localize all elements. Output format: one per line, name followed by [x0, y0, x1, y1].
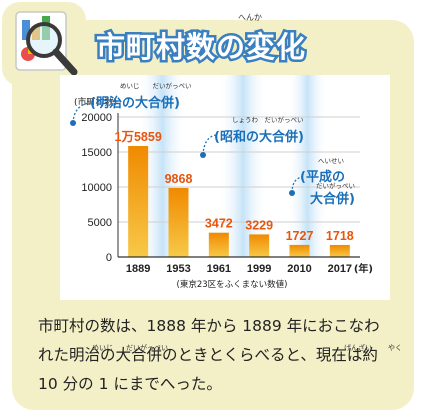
data-label: 3229 — [245, 218, 273, 232]
annotation-ruby: めいじ だいがっぺい — [120, 81, 192, 90]
bar-chart: 0 5000 10000 15000 20000 (市町村数) 1万5859 1889 986… — [70, 75, 373, 290]
x-tick-label: 2010 — [287, 263, 311, 275]
caption-line-2: めいじ だいがっぺい げんざい やく れた明治の大合併のときとくらべると、現在は… — [38, 341, 414, 370]
x-tick-label: 1961 — [207, 263, 231, 275]
era-band-2 — [218, 75, 268, 257]
bar — [289, 244, 310, 257]
page-title: へんか 市町村数の変化 — [93, 13, 307, 67]
magnifier-icon — [15, 11, 78, 76]
data-label: 9868 — [165, 172, 193, 186]
ruby-yaku: やく — [388, 344, 402, 352]
chart-area: 0 5000 10000 15000 20000 (市町村数) 1万5859 1889 986… — [60, 75, 390, 300]
y-tick-label: 15000 — [81, 147, 112, 159]
x-tick-label: 1953 — [166, 263, 190, 275]
x-tick-label: 1999 — [247, 263, 271, 275]
bar — [168, 187, 189, 257]
data-label: 3472 — [205, 217, 233, 231]
annotation-meiji: (明治の大合併) — [90, 95, 180, 111]
annotation-heisei-1: (平成の — [300, 169, 345, 185]
annotation-showa: (昭和の大合併) — [214, 129, 304, 145]
ruby-meiji: めいじ — [92, 344, 113, 352]
bar — [128, 145, 149, 257]
x-tick-label: 2017 — [328, 263, 352, 275]
page-title-text: 市町村数の変化 — [93, 28, 307, 67]
bar — [208, 232, 229, 257]
caption-line-1: 市町村の数は、1888 年から 1889 年におこなわ — [38, 317, 380, 335]
data-label: 1718 — [326, 229, 354, 243]
ruby-genzai: げんざい — [344, 344, 372, 352]
bar — [329, 244, 350, 257]
y-tick-label: 0 — [106, 252, 112, 264]
ruby-daigappei: だいがっぺい — [126, 344, 168, 352]
annotation-heisei-2: 大合併) — [310, 191, 355, 207]
title-ruby: へんか — [238, 13, 262, 22]
data-label: 1万5859 — [115, 130, 162, 144]
annotation-leader — [202, 134, 217, 156]
y-tick-label: 10000 — [81, 182, 112, 194]
y-axis-label: (市町村数) — [74, 96, 117, 108]
era-band-3 — [287, 75, 328, 257]
x-tick-label: 1889 — [126, 263, 150, 275]
annotation-ruby: だいがっぺい — [316, 181, 355, 190]
annotation-ruby: へいせい — [318, 157, 344, 165]
chart-note: (東京23区をふくまない数値) — [177, 279, 288, 290]
x-unit-label: (年) — [354, 262, 373, 275]
chart-magnifier-icon — [2, 2, 86, 86]
annotation-ruby: しょうわ だいがっぺい — [232, 115, 304, 124]
bar — [249, 234, 270, 257]
data-label: 1727 — [286, 229, 314, 243]
y-tick-label: 5000 — [88, 217, 112, 229]
y-tick-label: 20000 — [81, 112, 112, 124]
caption: 市町村の数は、1888 年から 1889 年におこなわ めいじ だいがっぺい げ… — [38, 312, 414, 399]
caption-line-2-text: れた明治の大合併のときとくらべると、現在は約 — [38, 346, 378, 364]
caption-line-3: 10 分の 1 にまでへった。 — [38, 375, 222, 393]
